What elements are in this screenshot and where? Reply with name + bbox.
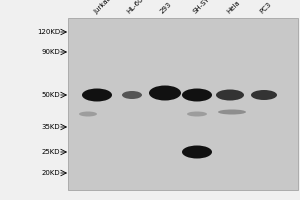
Ellipse shape xyxy=(187,112,207,116)
Ellipse shape xyxy=(182,146,212,158)
Text: 120KD: 120KD xyxy=(37,29,60,35)
Ellipse shape xyxy=(149,86,181,100)
Ellipse shape xyxy=(216,90,244,100)
Text: Jurkat: Jurkat xyxy=(93,0,111,15)
Text: PC3: PC3 xyxy=(259,1,272,15)
Ellipse shape xyxy=(218,110,246,114)
Text: 293: 293 xyxy=(159,1,172,15)
Text: 50KD: 50KD xyxy=(41,92,60,98)
Text: 90KD: 90KD xyxy=(41,49,60,55)
Ellipse shape xyxy=(122,91,142,99)
Text: HL-60: HL-60 xyxy=(126,0,145,15)
Text: 35KD: 35KD xyxy=(41,124,60,130)
Ellipse shape xyxy=(82,88,112,102)
Text: 20KD: 20KD xyxy=(41,170,60,176)
Text: SH-SY5Y: SH-SY5Y xyxy=(192,0,217,15)
Ellipse shape xyxy=(79,112,97,116)
Ellipse shape xyxy=(251,90,277,100)
Ellipse shape xyxy=(182,88,212,102)
Bar xyxy=(68,18,298,190)
Text: Hela: Hela xyxy=(226,0,241,15)
Text: 25KD: 25KD xyxy=(41,149,60,155)
